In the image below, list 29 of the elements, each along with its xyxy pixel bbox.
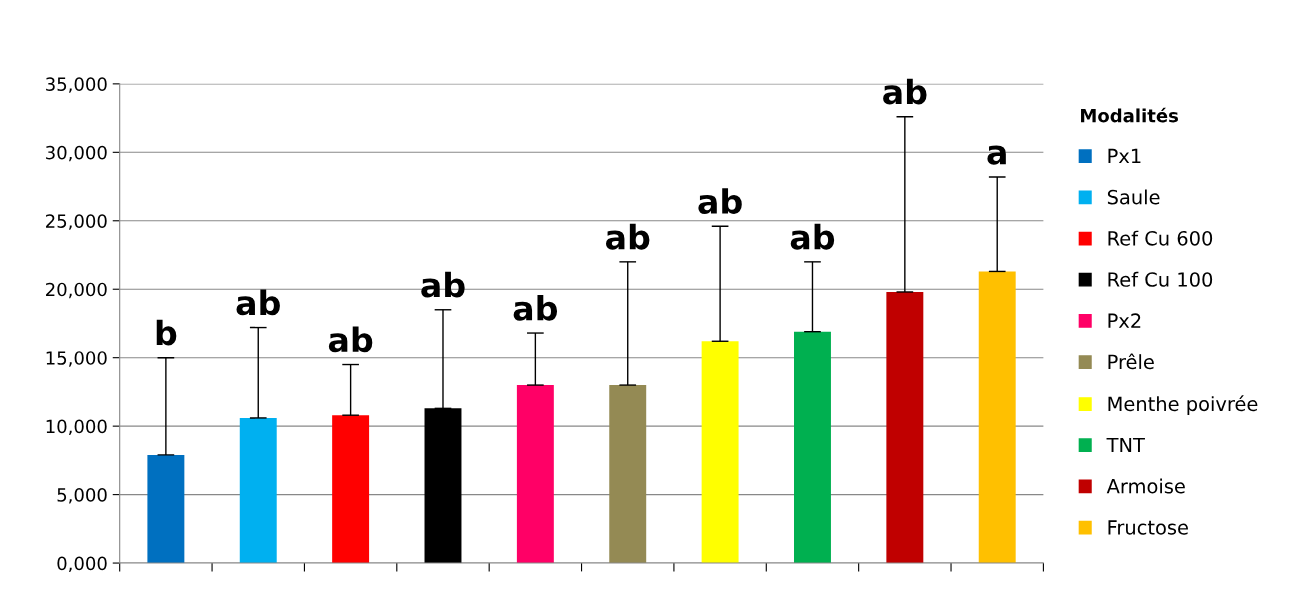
legend-label: Menthe poivrée bbox=[1108, 395, 1258, 415]
annotation: ab bbox=[790, 223, 835, 250]
legend-label: Px2 bbox=[1108, 313, 1141, 328]
annotation: ab bbox=[236, 289, 280, 316]
annotation: ab bbox=[328, 326, 373, 353]
legend-label: Ref Cu 600 bbox=[1108, 230, 1213, 246]
legend-label: Armoise bbox=[1106, 478, 1185, 494]
y-tick-label: 10,000 bbox=[46, 419, 107, 436]
legend-label: Fructose bbox=[1108, 520, 1188, 535]
y-tick-label: 30,000 bbox=[46, 145, 107, 162]
annotation: ab bbox=[421, 271, 465, 298]
y-tick-label: 5,000 bbox=[57, 488, 107, 504]
y-tick-label: 25,000 bbox=[46, 214, 107, 230]
legend-label: Prêle bbox=[1108, 353, 1154, 370]
annotation: ab bbox=[605, 223, 650, 250]
annotation: a bbox=[987, 145, 1006, 165]
annotation: ab bbox=[513, 295, 558, 321]
annotation: b bbox=[156, 319, 177, 346]
y-tick-label: 35,000 bbox=[46, 77, 107, 93]
annotation: ab bbox=[883, 78, 927, 105]
legend-label: Px1 bbox=[1108, 148, 1141, 164]
y-tick-label: 20,000 bbox=[46, 282, 107, 299]
y-tick-label: 15,000 bbox=[46, 351, 107, 367]
legend-label: Saule bbox=[1107, 189, 1160, 205]
legend-title: Modalités bbox=[1081, 107, 1178, 123]
legend-label: TNT bbox=[1106, 437, 1145, 453]
legend-label: Ref Cu 100 bbox=[1108, 271, 1213, 287]
y-tick-label: 0,000 bbox=[57, 556, 107, 573]
annotation: ab bbox=[698, 188, 742, 215]
